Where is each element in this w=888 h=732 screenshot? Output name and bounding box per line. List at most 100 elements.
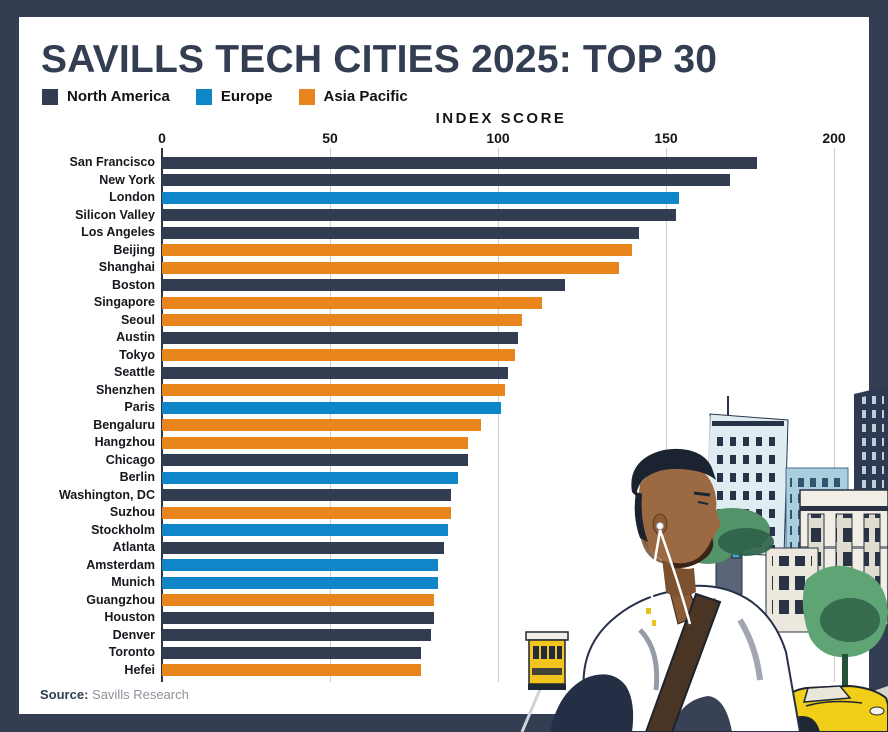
city-label: Silicon Valley (75, 207, 155, 222)
neck (662, 558, 696, 597)
city-label: Singapore (93, 295, 155, 309)
bar-track (162, 329, 834, 347)
bar (162, 629, 431, 642)
city-label: Los Angeles (81, 225, 155, 239)
bar-track (162, 574, 834, 592)
bar (162, 314, 522, 327)
earbud (656, 522, 664, 530)
city-label: Shanghai (98, 260, 155, 274)
bar-row: Silicon Valley (40, 207, 834, 225)
bar-track (162, 539, 834, 557)
legend-swatch (195, 88, 212, 105)
bar-track (162, 242, 834, 260)
bar-track (162, 189, 834, 207)
man-with-earbuds (550, 448, 802, 732)
city-label: Amsterdam (86, 557, 155, 572)
bar (162, 279, 566, 292)
bar (162, 436, 468, 449)
city-label: Shenzhen (95, 382, 155, 397)
city-label: Guangzhou (86, 592, 155, 607)
bar-track (162, 259, 834, 277)
city-label: Suzhou (109, 505, 155, 519)
grid-line (498, 148, 499, 682)
city-label: San Francisco (69, 155, 155, 169)
city-label: Stockholm (91, 522, 155, 537)
city-label: Chicago (105, 452, 155, 467)
city-label: Washington, DC (58, 487, 155, 502)
bar-row: London (40, 189, 834, 207)
bar (162, 506, 451, 519)
bar-track (162, 364, 834, 382)
bar (162, 664, 421, 677)
bar (162, 401, 502, 414)
bar-row: Atlanta (40, 539, 834, 557)
bar (162, 524, 448, 537)
legend-label: Asia Pacific (323, 88, 408, 105)
bar-row: Paris (40, 399, 834, 417)
bar-row: Tokyo (40, 347, 834, 365)
bar-track (162, 277, 834, 295)
bar-row: Berlin (40, 469, 834, 487)
bar (162, 261, 619, 274)
bar-track (162, 592, 834, 610)
bar (162, 244, 633, 257)
bar-track (162, 662, 834, 680)
dark-highrise (854, 386, 888, 498)
city-label: Beijing (113, 242, 155, 257)
chart-canvas: SAVILLS TECH CITIES 2025: TOP 30 North A… (19, 17, 869, 714)
bar-row: Hefei (40, 662, 834, 680)
legend-label: Europe (220, 88, 273, 105)
bar (162, 366, 509, 379)
bar-row: Boston (40, 277, 834, 295)
bar (162, 349, 515, 362)
bar-row: Bengaluru (40, 417, 834, 435)
legend-swatch (298, 88, 315, 105)
cable-car (520, 631, 569, 732)
axis-tick-label: 0 (158, 130, 166, 146)
bar (162, 191, 680, 204)
city-label: Seattle (114, 365, 155, 379)
bar-track (162, 224, 834, 242)
city-label: Denver (112, 627, 155, 642)
bar (162, 559, 438, 572)
bar-row: Hangzhou (40, 434, 834, 452)
bar-track (162, 522, 834, 540)
bar-row: Amsterdam (40, 557, 834, 575)
bar-track (162, 294, 834, 312)
bar (162, 541, 445, 554)
bar (162, 331, 519, 344)
bar-row: Seattle (40, 364, 834, 382)
axis-tick-label: 150 (654, 130, 678, 146)
bar-track (162, 627, 834, 645)
axis-tick-label: 200 (822, 130, 846, 146)
city-label: Boston (111, 277, 155, 292)
city-label: Bengaluru (93, 417, 155, 432)
city-label: Hangzhou (94, 435, 155, 449)
source-note: Source: Savills Research (40, 687, 189, 702)
bar-row: Munich (40, 574, 834, 592)
bar-row: Guangzhou (40, 592, 834, 610)
bar-row: Shanghai (40, 259, 834, 277)
axis-tick-label: 100 (486, 130, 510, 146)
bar-row: Los Angeles (40, 224, 834, 242)
bar-track (162, 469, 834, 487)
bar-row: Washington, DC (40, 487, 834, 505)
bar-row: Chicago (40, 452, 834, 470)
bar-track (162, 312, 834, 330)
bar-row: San Francisco (40, 154, 834, 172)
bar (162, 209, 677, 222)
city-label: Houston (104, 610, 155, 624)
bar (162, 646, 421, 659)
legend-swatch (42, 88, 58, 105)
bar-track (162, 557, 834, 575)
bar-track (162, 434, 834, 452)
axis-title: INDEX SCORE (435, 110, 567, 127)
bar-track (162, 417, 834, 435)
bar-track (162, 154, 834, 172)
bar (162, 384, 505, 397)
bar-track (162, 504, 834, 522)
page-title: SAVILLS TECH CITIES 2025: TOP 30 (41, 38, 718, 81)
bar (162, 489, 451, 502)
bar-row: Singapore (40, 294, 834, 312)
